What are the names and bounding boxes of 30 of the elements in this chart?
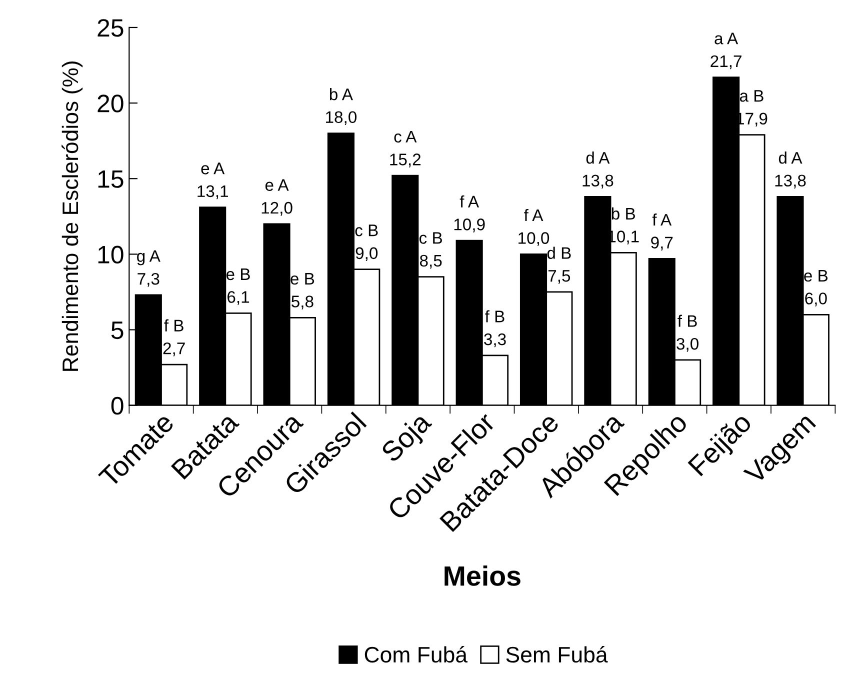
data-label: e B 6,1 — [226, 268, 250, 305]
data-label: f A 10,9 — [454, 195, 485, 232]
data-label: g A 7,3 — [137, 250, 160, 287]
data-label: a A 21,7 — [710, 32, 742, 70]
data-label: e A 12,0 — [262, 179, 292, 216]
y-axis-title: Rendimento de Escleródios (%) — [62, 62, 83, 371]
legend-label: Sem Fubá — [506, 646, 608, 663]
data-label: f B 3,3 — [484, 310, 506, 348]
data-label: c B 9,0 — [355, 224, 378, 262]
data-label: d A 13,8 — [775, 151, 806, 188]
data-label: e A 13,1 — [198, 162, 228, 200]
data-label: d B 7,5 — [547, 246, 571, 284]
data-label: b A 18,0 — [326, 88, 357, 126]
x-axis-title: Meios — [444, 565, 520, 586]
data-label: c B 8,5 — [419, 232, 442, 269]
data-label: e B 6,0 — [804, 270, 828, 306]
data-label: c A 15,2 — [390, 130, 421, 168]
y-tick-label: 10 — [98, 246, 124, 264]
y-tick-label: 5 — [111, 322, 124, 340]
data-label: f A 10,0 — [518, 208, 550, 246]
data-label: f B 3,0 — [676, 314, 698, 352]
legend-label: Com Fubá — [364, 646, 468, 663]
data-label: d A 13,8 — [582, 151, 614, 188]
y-tick-label: 25 — [98, 19, 124, 37]
y-tick-label: 20 — [98, 94, 124, 112]
y-tick-label: 0 — [111, 396, 124, 415]
y-tick-label: 15 — [98, 170, 124, 188]
data-label: f B 2,7 — [163, 319, 185, 356]
data-label: f A 9,7 — [651, 213, 673, 250]
data-label: e B 5,8 — [290, 273, 314, 310]
